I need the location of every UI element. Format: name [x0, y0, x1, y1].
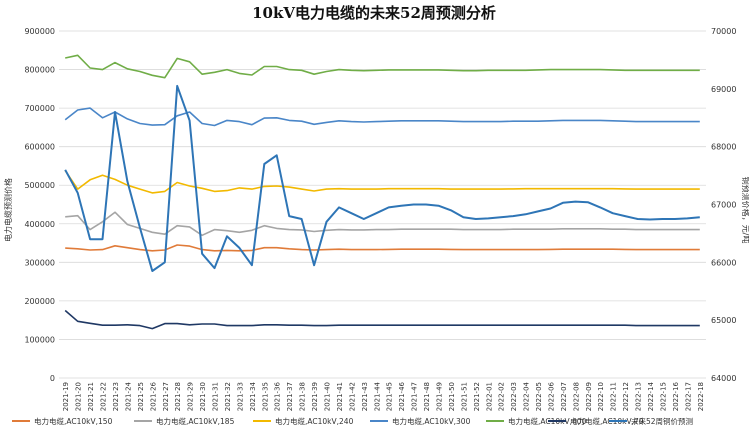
x-tick-label: 2021-36 [274, 381, 282, 411]
x-tick-label: 2021-33 [236, 382, 244, 411]
x-tick-label: 2021-35 [261, 382, 269, 411]
legend-label: 电力电缆,AC10kV,185 [156, 416, 235, 426]
left-tick-label: 400000 [24, 220, 55, 229]
x-tick-label: 2021-42 [348, 382, 356, 411]
x-tick-label: 2021-30 [199, 382, 207, 411]
x-tick-label: 2021-52 [473, 382, 481, 411]
right-axis-label: 铜预测价格，元/吨 [741, 177, 749, 244]
left-tick-label: 100000 [24, 335, 55, 344]
series-lines [64, 54, 700, 330]
x-tick-label: 2022-07 [560, 382, 568, 411]
series-line [64, 107, 700, 127]
x-tick-label: 2021-32 [224, 382, 232, 411]
x-tick-label: 2022-17 [684, 382, 692, 411]
x-tick-label: 2021-26 [149, 381, 157, 411]
series-line [64, 84, 700, 272]
left-tick-label: 0 [50, 374, 55, 383]
left-tick-label: 700000 [24, 104, 55, 113]
series-line [64, 170, 700, 194]
series-line [65, 244, 700, 252]
left-tick-label: 800000 [24, 66, 55, 75]
x-tick-label: 2021-48 [423, 382, 431, 411]
x-tick-label: 2021-28 [174, 382, 182, 411]
x-tick-label: 2021-25 [137, 382, 145, 411]
right-tick-label: 69000 [711, 85, 736, 94]
left-tick-label: 900000 [24, 27, 55, 36]
x-tick-label: 2022-09 [585, 382, 593, 411]
x-tick-label: 2021-29 [187, 382, 195, 411]
legend-label: 电力电缆,AC10kV,240 [275, 416, 354, 426]
legend-label: 电力电缆,AC10kV,70 [570, 416, 644, 426]
left-axis-label: 电力电缆预测价格 [3, 178, 13, 242]
series-line [65, 211, 700, 237]
legend-item: 电力电缆,AC10kV,300 [370, 416, 471, 426]
left-tick-label: 200000 [24, 297, 55, 306]
legend-label: 电力电缆,AC10kV,300 [392, 416, 471, 426]
x-tick-label: 2021-34 [249, 381, 257, 411]
series-line [65, 54, 700, 79]
x-tick-label: 2021-37 [286, 382, 294, 411]
x-tick-label: 2022-16 [672, 381, 680, 411]
legend-item: 电力电缆,AC10kV,70 [548, 416, 644, 426]
right-tick-label: 64000 [711, 374, 736, 383]
x-tick-label: 2021-39 [311, 382, 319, 411]
x-tick-label: 2022-15 [659, 382, 667, 411]
x-tick-label: 2022-12 [622, 382, 630, 411]
legend-item: 电力电缆,AC10kV,400 [486, 416, 587, 426]
right-tick-label: 67000 [711, 201, 736, 210]
x-tick-label: 2021-40 [324, 382, 332, 411]
legend-item: 电力电缆,AC10kV,150 [12, 416, 113, 426]
right-tick-label: 70000 [711, 27, 736, 36]
x-tick-label: 2022-06 [547, 381, 555, 411]
legend-label: 未来52周铜价预测 [631, 416, 693, 426]
x-tick-label: 2021-44 [373, 381, 381, 411]
x-tick-label: 2022-08 [572, 382, 580, 411]
x-tick-label: 2021-23 [112, 382, 120, 411]
x-tick-label: 2022-03 [510, 382, 518, 411]
x-tick-label: 2022-14 [647, 381, 655, 411]
x-tick-label: 2021-27 [162, 382, 170, 411]
legend-item: 电力电缆,AC10kV,240 [253, 416, 354, 426]
legend-item: 未来52周铜价预测 [609, 416, 693, 426]
x-tick-label: 2021-43 [361, 382, 369, 411]
x-tick-label: 2022-01 [485, 382, 493, 411]
right-tick-label: 68000 [711, 143, 736, 152]
left-tick-label: 300000 [24, 258, 55, 267]
legend-label: 电力电缆,AC10kV,150 [34, 416, 113, 426]
x-tick-label: 2021-38 [299, 382, 307, 411]
x-tick-label: 2021-47 [411, 382, 419, 411]
x-tick-label: 2022-11 [610, 382, 618, 411]
x-tick-label: 2022-10 [597, 382, 605, 411]
chart-title: 10kV电力电缆的未来52周预测分析 [252, 4, 496, 22]
left-tick-label: 600000 [24, 143, 55, 152]
x-tick-label: 2021-50 [448, 382, 456, 411]
series-line [64, 309, 700, 330]
x-tick-label: 2022-05 [535, 382, 543, 411]
x-axis-ticks: 2021-19 2021-20 2021-21 2021-22 2021-23 2021-… [62, 381, 705, 411]
right-tick-label: 66000 [711, 258, 736, 267]
x-tick-label: 2021-41 [336, 382, 344, 411]
x-tick-label: 2021-22 [100, 382, 108, 411]
legend-label: 电力电缆,AC10kV,400 [508, 416, 587, 426]
legend: 电力电缆,AC10kV,150 电力电缆,AC10kV,185 电力电缆,AC10k… [12, 416, 693, 426]
x-tick-label: 2022-18 [697, 382, 705, 411]
x-tick-label: 2021-45 [386, 382, 394, 411]
x-tick-label: 2021-51 [460, 382, 468, 411]
x-tick-label: 2022-04 [523, 381, 531, 411]
legend-item: 电力电缆,AC10kV,185 [134, 416, 235, 426]
x-tick-label: 2021-46 [398, 381, 406, 411]
right-axis-ticks: 64000 65000 66000 67000 68000 69000 70000 [711, 27, 736, 383]
x-tick-label: 2021-19 [62, 382, 70, 411]
left-tick-label: 500000 [24, 181, 55, 190]
x-tick-label: 2021-21 [87, 382, 95, 411]
left-axis-ticks: 0 100000 200000 300000 400000 500000 600000 700… [24, 27, 55, 383]
x-tick-label: 2021-49 [435, 382, 443, 411]
x-tick-label: 2021-20 [75, 382, 83, 411]
x-tick-label: 2021-24 [124, 381, 132, 411]
right-tick-label: 65000 [711, 316, 736, 325]
x-tick-label: 2021-31 [212, 382, 220, 411]
x-tick-label: 2022-02 [498, 382, 506, 411]
x-tick-label: 2022-13 [635, 382, 643, 411]
